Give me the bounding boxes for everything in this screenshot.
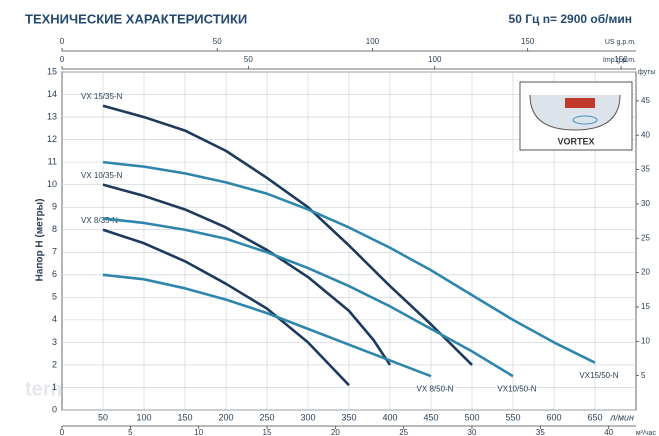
x2-tick-label: 0 — [60, 428, 65, 436]
curve — [102, 104, 473, 366]
y-tick-label: 0 — [52, 404, 57, 414]
x2-tick-label: 30 — [468, 428, 477, 436]
x2-tick-label: 35 — [536, 428, 545, 436]
y-tick-label: 11 — [48, 157, 57, 167]
y2-tick-label: 25 — [641, 233, 650, 242]
top-tick-label: 100 — [366, 37, 380, 46]
y2-tick-label: 15 — [641, 302, 650, 311]
curve — [102, 228, 350, 387]
y2-tick-label: 5 — [641, 371, 646, 380]
y2-tick-label: 40 — [641, 130, 650, 139]
y2-axis-unit: футы — [638, 69, 655, 76]
y-tick-label: 8 — [52, 224, 57, 234]
y-tick-label: 14 — [47, 89, 57, 99]
curve — [102, 273, 432, 378]
inset: VORTEX — [519, 81, 633, 151]
top-tick-label: 150 — [521, 37, 535, 46]
y-axis-label: Напор H (метры) — [35, 199, 46, 282]
y-tick-label: 10 — [47, 179, 57, 189]
y-tick-label: 6 — [52, 269, 57, 279]
y-tick-label: 2 — [52, 359, 57, 369]
top-tick-label: 50 — [244, 55, 253, 64]
x-tick-label: 650 — [587, 412, 602, 422]
top-axis-unit: Imp g.p.m. — [603, 57, 636, 64]
x2-tick-label: 25 — [399, 428, 408, 436]
series-label: VX15/50-N — [579, 371, 618, 380]
inset-vortex — [572, 115, 598, 125]
top-tick-label: 100 — [428, 55, 442, 64]
x-tick-label: 150 — [177, 412, 192, 422]
chart-subtitle: 50 Гц n= 2900 об/мин — [509, 12, 632, 26]
curve — [102, 183, 392, 366]
series-label: VX 10/35-N — [81, 171, 123, 180]
x-tick-label: 100 — [136, 412, 151, 422]
y-tick-label: 12 — [47, 134, 57, 144]
chart-title: ТЕХНИЧЕСКИЕ ХАРАКТЕРИСТИКИ — [25, 11, 247, 26]
inset-label: VORTEX — [557, 136, 594, 146]
x-axis-unit: л/мин — [609, 412, 634, 422]
top-tick-label: 0 — [60, 37, 65, 46]
x2-tick-label: 15 — [263, 428, 272, 436]
y2-tick-label: 45 — [641, 96, 650, 105]
top-axis-unit: US g.p.m. — [605, 39, 636, 46]
top-tick-label: 0 — [60, 55, 65, 64]
y2-tick-label: 30 — [641, 199, 650, 208]
x-tick-label: 350 — [341, 412, 356, 422]
y-tick-label: 1 — [52, 382, 57, 392]
x-tick-label: 200 — [218, 412, 233, 422]
x-tick-label: 600 — [546, 412, 561, 422]
y-tick-label: 9 — [52, 202, 57, 212]
series-label: VX 8/35-N — [81, 216, 118, 225]
x2-tick-label: 5 — [128, 428, 133, 436]
top-tick-label: 150 — [614, 55, 628, 64]
x2-tick-label: 10 — [194, 428, 203, 436]
x-tick-label: 500 — [464, 412, 479, 422]
y-tick-label: 15 — [47, 66, 57, 76]
x2-axis-unit: м³/час — [636, 430, 657, 436]
x-tick-label: 400 — [382, 412, 397, 422]
y-tick-label: 7 — [52, 247, 57, 257]
inset-impeller — [565, 98, 595, 108]
y-tick-label: 4 — [52, 314, 57, 324]
y-tick-label: 3 — [52, 337, 57, 347]
inset-pump — [529, 94, 621, 131]
top-tick-label: 50 — [213, 37, 222, 46]
x-tick-label: 50 — [98, 412, 108, 422]
series-label: VX 8/50-N — [417, 384, 454, 393]
curve — [102, 217, 514, 378]
y-tick-label: 13 — [47, 111, 57, 121]
x2-tick-label: 20 — [331, 428, 340, 436]
y2-tick-label: 35 — [641, 165, 650, 174]
x2-tick-label: 40 — [604, 428, 613, 436]
x-tick-label: 450 — [423, 412, 438, 422]
x-tick-label: 300 — [300, 412, 315, 422]
y2-tick-label: 20 — [641, 268, 650, 277]
x-tick-label: 550 — [505, 412, 520, 422]
y-tick-label: 5 — [52, 292, 57, 302]
series-label: VX 15/35-N — [81, 92, 123, 101]
x-tick-label: 250 — [259, 412, 274, 422]
series-label: VX10/50-N — [497, 384, 536, 393]
curve — [102, 160, 596, 364]
y2-tick-label: 10 — [641, 336, 650, 345]
